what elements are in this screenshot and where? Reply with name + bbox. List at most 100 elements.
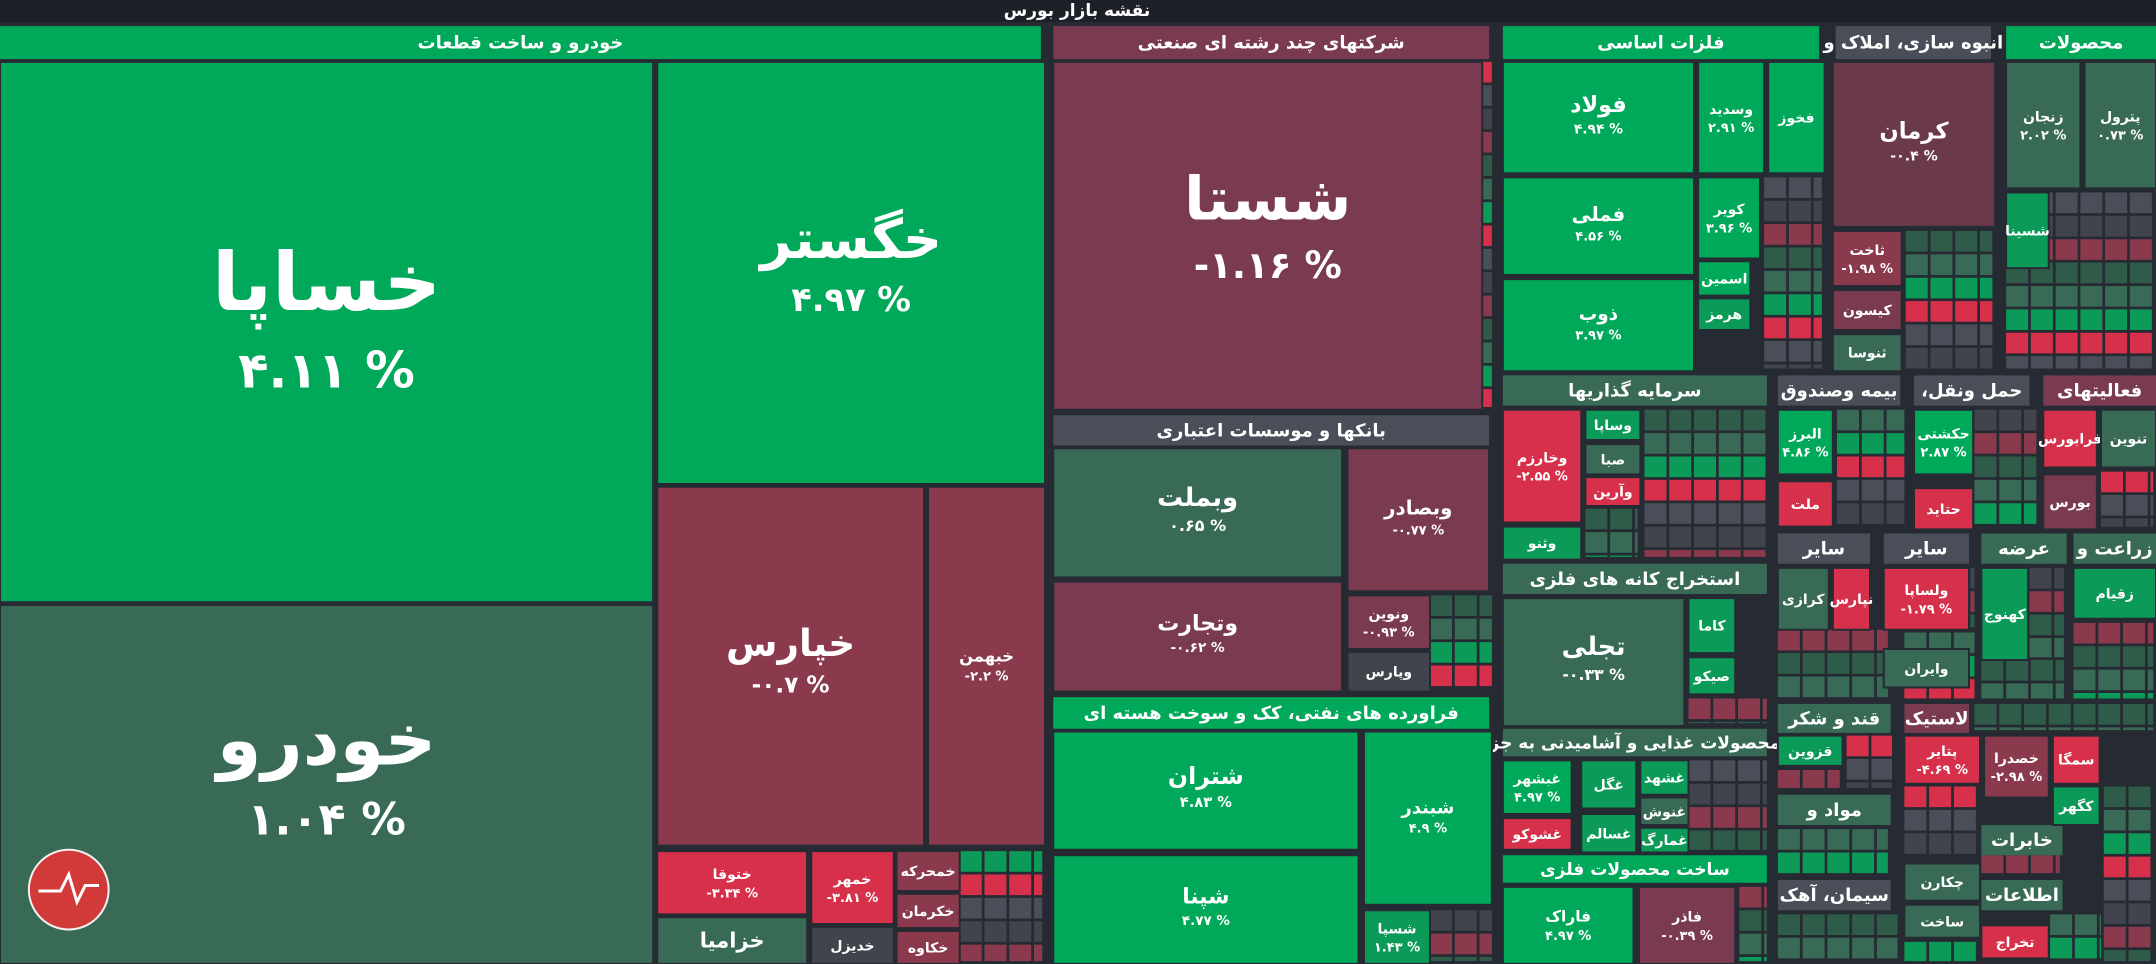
small-tile (1813, 270, 1822, 292)
small-tile (1764, 247, 1787, 269)
small-tile (1827, 937, 1850, 959)
small-tile (2099, 937, 2101, 959)
stock-name: صیکو (1693, 669, 1730, 685)
small-tile (1846, 782, 1869, 788)
stock-name: اسمین (1701, 271, 1747, 287)
small-tile (2006, 286, 2029, 307)
small-tile (1777, 914, 1800, 935)
stock-change: ۴.۵۶ % (1575, 230, 1621, 245)
small-tile (1454, 665, 1477, 687)
small-tile (1482, 155, 1492, 176)
stock-change: ۴.۹ % (1409, 822, 1447, 837)
stock-tile (1697, 176, 1761, 260)
small-tile (1482, 389, 1492, 407)
logo-mark (38, 870, 99, 907)
small-tile (1955, 347, 1978, 369)
stock-name: حکشتی (1917, 426, 1969, 442)
small-tile (1852, 653, 1875, 674)
stock-tile (1584, 408, 1642, 441)
small-tile (1034, 874, 1043, 896)
stock-tile (1697, 297, 1752, 331)
stock-tile (656, 916, 809, 964)
small-tile (1827, 852, 1850, 874)
stock-change: ۱.۰۴ % (247, 794, 405, 845)
stock-name: غشهد (1644, 771, 1685, 787)
small-tile (2105, 215, 2128, 237)
small-tile (2147, 704, 2154, 725)
sector-header (1883, 533, 1969, 564)
small-tile (1644, 433, 1667, 454)
sector-header (1502, 728, 1767, 757)
small-tile (1743, 503, 1766, 524)
small-tile (2055, 239, 2078, 260)
small-tile (1764, 910, 1767, 931)
stock-name: چکارن (1920, 875, 1964, 891)
small-tile (1762, 830, 1767, 850)
small-tile (1669, 479, 1692, 501)
sector-title: خابرات (1991, 830, 2053, 851)
small-tile (2129, 192, 2152, 214)
stock-change: ۴.۹۴ % (1574, 121, 1623, 137)
small-tile (1861, 456, 1884, 478)
small-tile (2074, 914, 2097, 935)
small-tile (1694, 479, 1716, 501)
small-tile (1999, 727, 2022, 731)
stock-name: زقیام (2096, 586, 2134, 602)
small-tile (2024, 433, 2037, 454)
stock-tile (1831, 60, 1997, 228)
small-tile (1688, 830, 1711, 850)
stock-name: وتجارت (1157, 612, 1238, 637)
stock-name: صبا (1601, 452, 1626, 468)
small-tile (1694, 456, 1716, 478)
stock-tile (1983, 734, 2050, 799)
small-tile (2129, 356, 2152, 369)
small-tile (1929, 786, 1952, 808)
small-tile (1974, 503, 1997, 524)
stock-name: غگل (1594, 776, 1624, 793)
small-tile (1788, 247, 1811, 269)
sector-title: سرمایه گذاریها (1568, 380, 1702, 402)
sector-title: زراعت و (2076, 539, 2153, 560)
small-tile (1743, 409, 1766, 431)
small-tile (984, 921, 1007, 942)
stock-tile (1687, 656, 1737, 696)
stock-change: -۰.۴ % (1890, 148, 1937, 164)
stock-tile (1831, 333, 1903, 373)
small-tile (2105, 192, 2128, 214)
small-tile (1802, 770, 1825, 788)
small-tile (1886, 479, 1905, 501)
small-tile (1837, 433, 1859, 454)
stock-name: ختوقا (713, 867, 752, 883)
small-tile (1802, 676, 1825, 698)
stock-tile (1584, 476, 1642, 507)
title-bar (0, 0, 2156, 22)
stock-tile (1501, 176, 1695, 276)
small-tile (1980, 347, 1993, 369)
small-tile (1837, 456, 1859, 478)
small-tile (1430, 933, 1452, 955)
sector-title: قند و شکر (1787, 708, 1880, 729)
stock-change: ۳.۹۶ % (1706, 221, 1752, 236)
small-tile (2029, 567, 2052, 589)
small-tile (1713, 760, 1736, 781)
stock-tile (1346, 594, 1431, 650)
small-tile (1034, 944, 1043, 962)
small-tile (1904, 809, 1927, 831)
small-tile (1764, 270, 1787, 292)
stock-tile (2051, 785, 2101, 826)
small-tile (1827, 653, 1850, 674)
small-tile (1999, 409, 2022, 431)
small-tile (2024, 479, 2037, 501)
small-tile (1788, 294, 1811, 315)
small-tile (1430, 957, 1452, 962)
stock-name: وخارزم (1517, 450, 1567, 466)
stock-name: پتایر (1926, 744, 1957, 760)
small-tile (1802, 914, 1825, 935)
small-tile (1739, 910, 1762, 931)
stock-change: -۴.۶۹ % (1916, 763, 1968, 778)
small-tile (1827, 629, 1850, 651)
small-tile (2128, 903, 2151, 924)
stock-tile (1501, 60, 1695, 175)
small-tile (2073, 704, 2096, 725)
small-tile (1764, 200, 1787, 222)
